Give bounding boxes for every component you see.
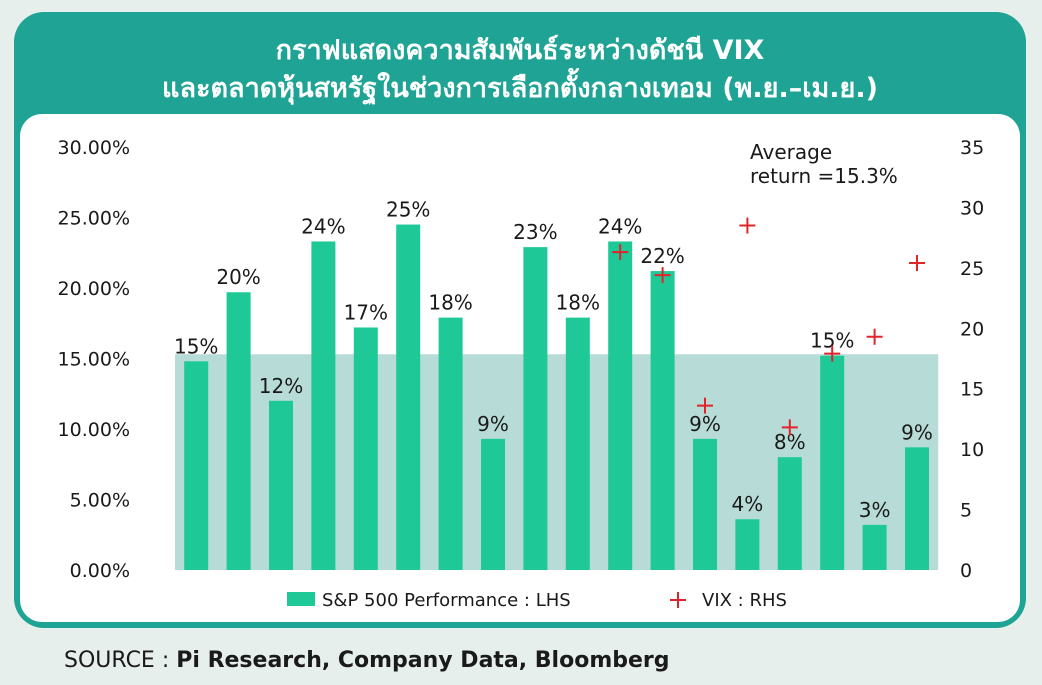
left-axis-tick-label: 10.00%: [58, 419, 130, 441]
right-axis-tick-label: 30: [960, 197, 984, 219]
bar-value-label: 18%: [556, 291, 600, 315]
sp500-bar: [353, 327, 378, 570]
sp500-bar: [820, 355, 845, 570]
bar-value-label: 24%: [301, 214, 345, 238]
bar-value-label: 9%: [901, 420, 933, 444]
vix-marker: [909, 255, 925, 272]
bar-value-label: 20%: [216, 265, 260, 289]
vix-marker: [781, 419, 798, 436]
legend-sp500-swatch: [287, 592, 315, 606]
vix-marker: [654, 267, 671, 284]
right-axis-tick-label: 5: [960, 500, 972, 522]
left-axis-tick-label: 15.00%: [58, 349, 130, 371]
title-line-1: กราฟแสดงความสัมพันธ์ระหว่างดัชนี VIX: [275, 35, 765, 66]
bar-value-label: 4%: [732, 492, 764, 516]
sp500-bar: [311, 241, 336, 570]
sp500-bar: [184, 361, 209, 570]
sp500-bar: [523, 247, 548, 571]
vix-marker: [866, 328, 883, 345]
sp500-bar: [777, 457, 802, 570]
right-axis-tick-label: 10: [960, 439, 984, 461]
bar-value-label: 24%: [598, 214, 642, 238]
sp500-bar: [735, 519, 760, 570]
sp500-bar: [862, 524, 887, 570]
sp500-bar: [481, 438, 505, 570]
average-return-band: [175, 354, 939, 570]
bar-value-label: 23%: [513, 220, 557, 244]
bar-value-label: 9%: [477, 412, 509, 436]
sp500-bar: [905, 447, 929, 570]
title-line-2: และตลาดหุ้นสหรัฐในช่วงการเลือกตั้งกลางเท…: [162, 73, 878, 104]
right-axis-tick-label: 20: [960, 318, 984, 340]
bar-value-label: 9%: [689, 412, 721, 436]
left-axis-tick-label: 25.00%: [58, 208, 130, 230]
bar-value-label: 3%: [859, 498, 891, 522]
legend-vix-label: VIX : RHS: [702, 590, 787, 611]
sp500-bar: [693, 438, 717, 570]
sp500-bar: [396, 224, 421, 571]
sp500-bar: [226, 292, 251, 570]
source-note: SOURCE : Pi Research, Company Data, Bloo…: [64, 648, 670, 673]
sp500-bar: [269, 400, 293, 570]
left-axis-tick-label: 30.00%: [58, 137, 130, 159]
chart-title: กราฟแสดงความสัมพันธ์ระหว่างดัชนี VIX และ…: [14, 32, 1026, 108]
vix-marker: [612, 244, 629, 261]
sp500-bar: [608, 241, 633, 570]
average-return-annotation: Average: [750, 140, 832, 164]
bar-value-label: 18%: [428, 291, 472, 315]
bar-value-label: 15%: [174, 334, 218, 358]
legend-sp500-label: S&P 500 Performance : LHS: [322, 590, 571, 611]
source-label: SOURCE :: [64, 648, 170, 673]
bar-value-label: 22%: [640, 244, 684, 268]
right-axis-tick-label: 25: [960, 258, 984, 280]
bar-value-label: 17%: [344, 300, 388, 324]
right-axis-tick-label: 35: [960, 137, 984, 159]
bar-value-label: 12%: [259, 374, 303, 398]
left-axis-tick-label: 20.00%: [58, 278, 130, 300]
left-axis-tick-label: 5.00%: [70, 490, 130, 512]
right-axis-tick-label: 0: [960, 560, 972, 582]
bar-value-label: 25%: [386, 198, 430, 222]
vix-marker: [824, 345, 841, 362]
sp500-bar: [650, 271, 675, 570]
source-text: Pi Research, Company Data, Bloomberg: [176, 648, 670, 673]
sp500-bar: [438, 317, 463, 570]
vix-marker: [697, 397, 713, 414]
average-return-annotation: return =15.3%: [750, 164, 898, 188]
right-axis-tick-label: 15: [960, 379, 984, 401]
left-axis-tick-label: 0.00%: [70, 560, 130, 582]
sp500-bar: [565, 317, 590, 570]
vix-marker: [739, 217, 756, 234]
